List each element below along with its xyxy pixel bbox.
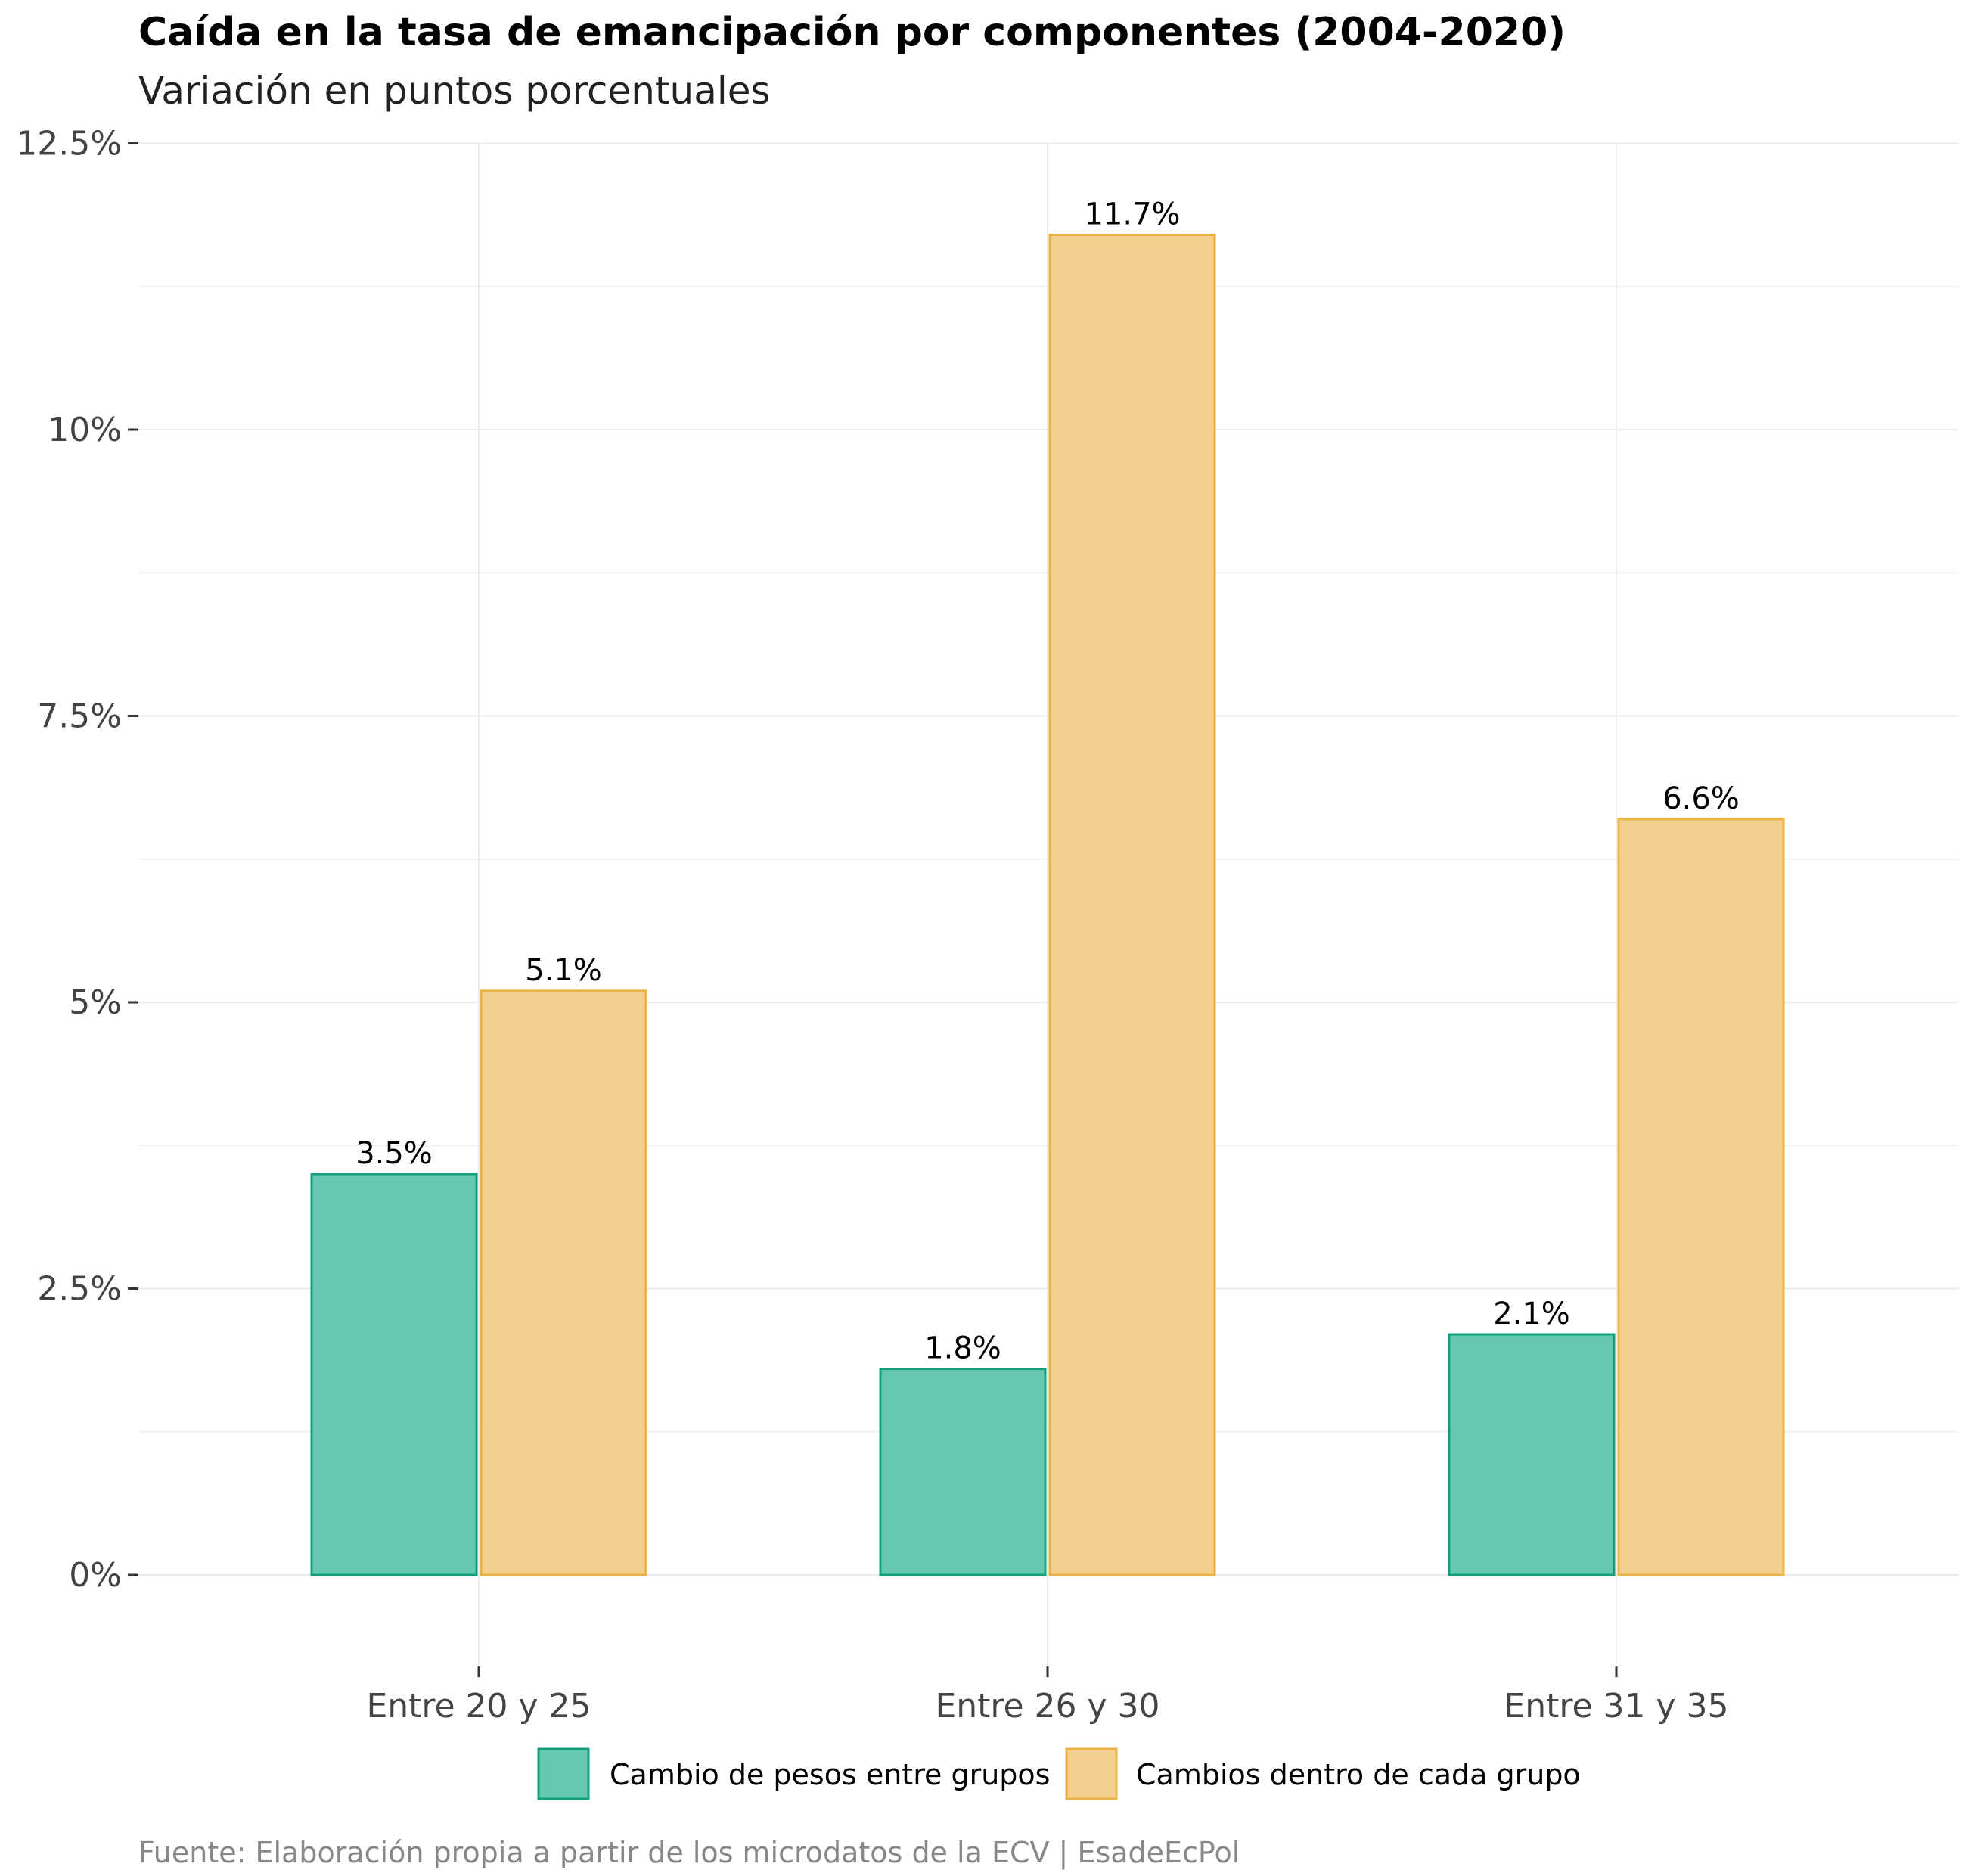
bar-pesos-1	[310, 1172, 478, 1576]
chart-title: Caída en la tasa de emancipación por com…	[138, 10, 1566, 55]
y-tick-label: 5%	[69, 983, 122, 1022]
y-tick-label: 10%	[48, 411, 122, 449]
data-label: 2.1%	[1493, 1297, 1570, 1331]
y-axis: 0% 2.5% 5% 7.5% 10% 12.5%	[16, 125, 138, 1595]
data-labels: 3.5% 5.1% 1.8% 11.7% 2.1% 6.6%	[355, 197, 1740, 1366]
data-label: 6.6%	[1662, 781, 1740, 816]
bar-dentro-3	[1617, 818, 1785, 1576]
chart-caption: Fuente: Elaboración propia a partir de l…	[138, 1836, 1240, 1870]
legend: Cambio de pesos entre grupos Cambios dent…	[537, 1747, 1581, 1800]
legend-label-1: Cambio de pesos entre grupos	[610, 1758, 1050, 1791]
x-tick-label: Entre 26 y 30	[935, 1687, 1159, 1725]
legend-label-2: Cambios dentro de cada grupo	[1136, 1758, 1581, 1791]
y-tick-label: 0%	[69, 1556, 122, 1595]
x-tick-label: Entre 31 y 35	[1504, 1687, 1728, 1725]
data-label: 1.8%	[924, 1331, 1001, 1365]
bar-pesos-3	[1448, 1333, 1616, 1576]
y-tick-label: 2.5%	[37, 1270, 122, 1309]
data-label: 11.7%	[1084, 197, 1180, 232]
bar-pesos-2	[879, 1367, 1047, 1576]
bar-dentro-2	[1048, 234, 1216, 1576]
data-label: 5.1%	[525, 953, 602, 988]
chart-subtitle: Variación en puntos porcentuales	[138, 69, 771, 113]
data-label: 3.5%	[355, 1136, 433, 1171]
bars	[310, 234, 1785, 1576]
x-tick-label: Entre 20 y 25	[366, 1687, 591, 1725]
legend-key-2	[1065, 1747, 1118, 1800]
legend-key-1	[537, 1747, 590, 1800]
y-tick-label: 7.5%	[37, 697, 122, 736]
x-axis: Entre 20 y 25 Entre 26 y 30 Entre 31 y 35	[366, 1666, 1729, 1725]
y-tick-label: 12.5%	[16, 125, 122, 163]
bar-dentro-1	[480, 989, 647, 1576]
